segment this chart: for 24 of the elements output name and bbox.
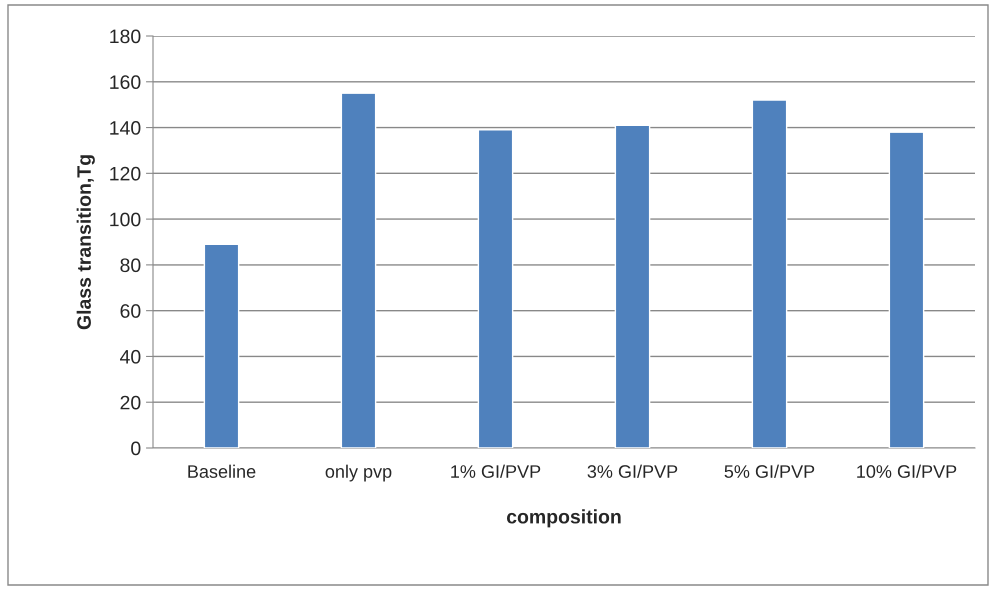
y-tick-label: 40 bbox=[120, 350, 140, 364]
y-tick-label: 140 bbox=[110, 121, 140, 135]
x-tick-label: 1% GI/PVP bbox=[451, 464, 540, 478]
y-tick-label: 0 bbox=[131, 441, 140, 456]
bar bbox=[478, 129, 514, 448]
x-tick-label: Baseline bbox=[188, 464, 256, 478]
y-tick-label: 160 bbox=[110, 75, 140, 90]
y-tick-label: 60 bbox=[120, 304, 140, 318]
x-tick-label: 3% GI/PVP bbox=[588, 464, 678, 478]
x-tick-label: only pvp bbox=[326, 464, 392, 482]
x-axis-title: composition bbox=[506, 509, 621, 528]
bar bbox=[752, 99, 788, 448]
y-tick-label: 20 bbox=[120, 396, 140, 410]
bar bbox=[340, 92, 376, 448]
bar bbox=[888, 131, 924, 448]
x-tick-label: 10% GI/PVP bbox=[857, 464, 956, 478]
y-tick-label: 80 bbox=[120, 258, 140, 272]
y-tick-label: 180 bbox=[110, 29, 140, 44]
y-axis-title: Glass transition,Tg bbox=[76, 155, 95, 330]
bar bbox=[204, 244, 240, 448]
bar bbox=[614, 124, 650, 448]
x-tick-label: 5% GI/PVP bbox=[724, 464, 814, 478]
y-tick-label: 120 bbox=[110, 166, 140, 181]
y-tick-label: 100 bbox=[110, 212, 140, 226]
